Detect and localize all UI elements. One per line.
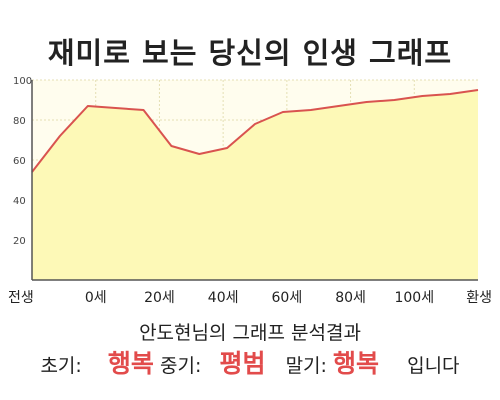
early-value: 행복 bbox=[107, 349, 154, 378]
x-tick-label: 환생 bbox=[466, 290, 492, 306]
x-tick-label: 0세 bbox=[85, 290, 107, 306]
late-label: 말기: bbox=[285, 355, 327, 377]
mid-label: 중기: bbox=[159, 355, 202, 377]
page-title: 재미로 보는 당신의 인생 그래프 bbox=[47, 36, 453, 70]
x-tick-label: 20세 bbox=[144, 290, 175, 306]
x-tick-label: 100세 bbox=[394, 290, 434, 306]
analysis-summary: 안도현님의 그래프 분석결과 bbox=[139, 322, 361, 344]
y-tick-label: 60 bbox=[13, 156, 26, 167]
y-tick-label: 100 bbox=[13, 76, 32, 87]
early-label: 초기: bbox=[40, 355, 82, 377]
x-tick-label: 80세 bbox=[335, 290, 366, 306]
y-tick-label: 40 bbox=[13, 196, 26, 207]
series-line bbox=[31, 89, 479, 173]
y-tick-label: 20 bbox=[13, 236, 26, 247]
x-tick-label: 전생 bbox=[8, 290, 34, 306]
area-fill bbox=[32, 90, 478, 280]
result-suffix: 입니다 bbox=[407, 355, 460, 377]
late-value: 행복 bbox=[332, 349, 379, 378]
life-graph-chart: 20 40 60 80 100 전생 0세 20세 40세 60세 80세 100세 환생 bbox=[8, 76, 492, 306]
y-tick-label: 80 bbox=[13, 116, 26, 127]
mid-value: 평범 bbox=[219, 349, 266, 378]
x-tick-label: 60세 bbox=[272, 290, 303, 306]
x-tick-label: 40세 bbox=[208, 290, 239, 306]
analysis-result: 초기: 행복 중기: 평범 말기: 행복 입니다 bbox=[0, 344, 500, 380]
